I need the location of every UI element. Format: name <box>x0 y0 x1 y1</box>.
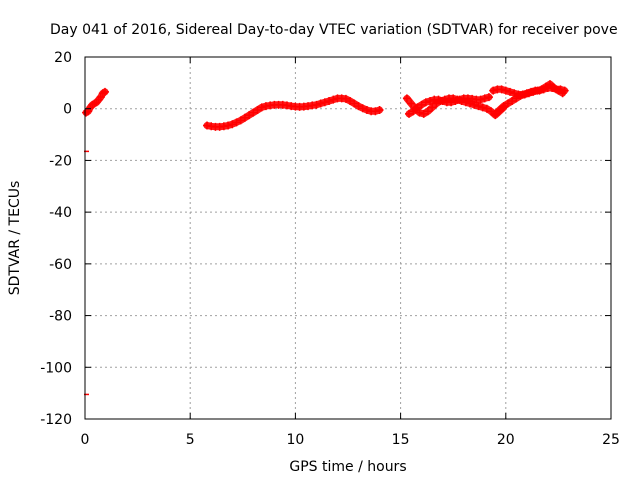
data-point <box>354 102 363 111</box>
data-point <box>358 104 367 113</box>
data-point <box>428 103 437 112</box>
data-point <box>474 102 483 111</box>
data-point <box>506 87 515 96</box>
y-tick-label: -80 <box>49 309 72 325</box>
data-point <box>478 103 487 112</box>
data-point <box>468 94 477 103</box>
data-point <box>497 85 506 94</box>
grid-layer <box>85 57 611 419</box>
data-point <box>228 120 237 129</box>
data-layer <box>82 80 569 396</box>
data-point <box>438 96 447 105</box>
data-point <box>426 96 435 105</box>
data-point <box>224 121 233 130</box>
y-tick-label: -40 <box>49 205 72 221</box>
data-point <box>421 98 430 107</box>
data-point <box>245 111 254 120</box>
data-point <box>417 100 426 109</box>
data-point <box>409 107 418 116</box>
y-tick-label: -20 <box>49 153 72 169</box>
y-axis-label: SDTVAR / TECUs <box>7 181 23 296</box>
data-point <box>556 85 565 94</box>
y-tick-label: -120 <box>40 412 72 428</box>
data-point <box>489 86 498 95</box>
data-point <box>527 87 536 96</box>
x-tick-label: 10 <box>286 432 304 448</box>
data-point <box>282 101 291 110</box>
data-point <box>491 109 500 118</box>
data-point <box>447 98 456 107</box>
y-tick-label: -60 <box>49 257 72 273</box>
data-point <box>548 84 557 93</box>
y-tick-label: 20 <box>54 50 72 66</box>
data-point <box>495 106 504 115</box>
data-point <box>316 99 325 108</box>
data-point <box>560 86 569 95</box>
data-point <box>484 93 493 102</box>
data-point <box>341 94 350 103</box>
data-point <box>362 106 371 115</box>
x-tick-label: 5 <box>186 432 195 448</box>
data-point <box>325 96 334 105</box>
data-point <box>203 121 212 130</box>
data-point <box>413 103 422 112</box>
data-point <box>261 102 270 111</box>
data-point <box>510 89 519 98</box>
data-point <box>240 113 249 122</box>
data-point <box>219 122 228 131</box>
data-point <box>501 86 510 95</box>
data-point <box>518 90 527 99</box>
x-tick-label: 25 <box>602 432 620 448</box>
data-point <box>407 99 416 108</box>
data-point <box>350 99 359 108</box>
y-tick-label: 0 <box>63 102 72 118</box>
data-point <box>434 95 443 104</box>
data-point <box>499 102 508 111</box>
data-point <box>375 106 384 115</box>
data-point <box>329 95 338 104</box>
plot-frame <box>84 56 612 420</box>
data-point <box>522 89 531 98</box>
data-point <box>346 96 355 105</box>
data-point <box>312 100 321 109</box>
x-tick-label: 20 <box>497 432 515 448</box>
data-point <box>320 98 329 107</box>
data-point <box>423 107 432 116</box>
data-point <box>451 96 460 105</box>
tick-layer: 0 5 10 15 20 25 -120 -100 -80 -60 -40 -20 0 20 <box>40 50 620 448</box>
data-point <box>405 109 414 118</box>
x-axis-label: GPS time / hours <box>289 459 406 475</box>
data-point <box>508 96 517 105</box>
data-point <box>480 94 489 103</box>
data-point <box>249 108 258 117</box>
data-point <box>503 99 512 108</box>
data-point <box>253 106 262 115</box>
y-tick-label: -100 <box>40 360 72 376</box>
data-point <box>455 95 464 104</box>
x-tick-label: 0 <box>81 432 90 448</box>
data-point <box>371 107 380 116</box>
data-point <box>304 102 313 111</box>
x-tick-label: 15 <box>392 432 410 448</box>
data-point <box>476 95 485 104</box>
data-point <box>236 116 245 125</box>
data-point <box>402 94 411 103</box>
data-point <box>100 87 109 96</box>
data-point <box>232 118 241 127</box>
data-point <box>257 103 266 112</box>
data-point <box>535 86 544 95</box>
chart-title: Day 041 of 2016, Sidereal Day-to-day VTE… <box>50 22 618 38</box>
data-point <box>539 85 548 94</box>
data-point <box>482 104 491 113</box>
data-point <box>419 109 428 118</box>
